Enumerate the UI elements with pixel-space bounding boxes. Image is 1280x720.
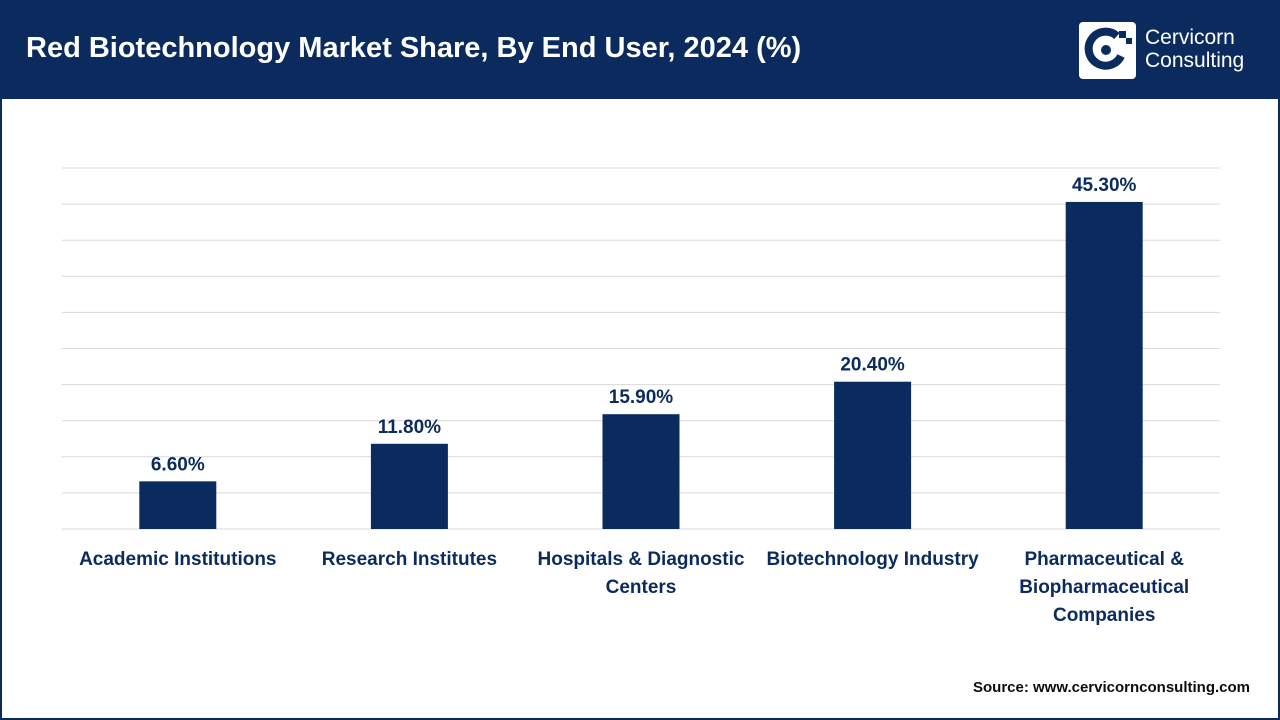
bar[interactable] <box>1065 201 1143 529</box>
category-label: Hospitals & Diagnostic <box>538 549 745 570</box>
category-label: Academic Institutions <box>79 549 276 570</box>
data-label: 20.40% <box>840 355 905 376</box>
data-label: 6.60% <box>151 454 205 475</box>
data-label: 15.90% <box>609 387 674 408</box>
category-label: Pharmaceutical & <box>1024 549 1184 570</box>
category-label: Biopharmaceutical <box>1019 577 1189 598</box>
bar[interactable] <box>139 481 217 529</box>
brand-name-line2: Consulting <box>1145 49 1245 72</box>
bar-chart: 6.60% Academic Institutions 11.80% Research… <box>62 167 1220 626</box>
header-banner: Red Biotechnology Market Share, By End U… <box>2 2 1278 99</box>
bar[interactable] <box>370 443 448 529</box>
category-label: Biotechnology Industry <box>767 549 980 570</box>
brand-name: Cervicorn Consulting <box>1145 26 1244 72</box>
chart-title: Red Biotechnology Market Share, By End U… <box>26 32 802 64</box>
data-label: 11.80% <box>378 417 441 438</box>
category-label: Companies <box>1053 605 1155 626</box>
bar[interactable] <box>602 414 680 529</box>
bar[interactable] <box>834 381 912 529</box>
data-label: 45.30% <box>1072 175 1137 196</box>
category-label: Research Institutes <box>322 549 497 570</box>
source-note: Source: www.cervicornconsulting.com <box>972 679 1250 696</box>
brand-logo-icon <box>1079 22 1136 79</box>
brand-name-line1: Cervicorn <box>1145 26 1235 49</box>
category-label: Centers <box>606 577 677 598</box>
